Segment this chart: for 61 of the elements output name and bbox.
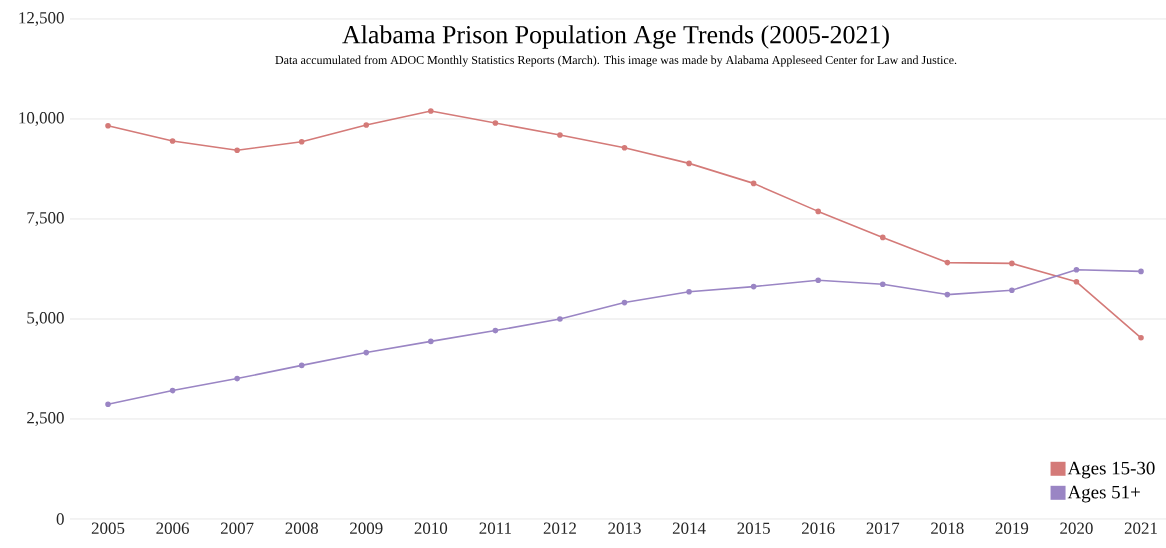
- x-tick-label: 2015: [737, 522, 770, 534]
- point: [1009, 287, 1015, 293]
- legend-label: Ages 51+: [1067, 485, 1140, 503]
- point: [750, 283, 757, 290]
- y-tick-label: 7,500: [27, 212, 64, 226]
- x-tick-label: 2007: [220, 522, 254, 534]
- point: [1009, 260, 1015, 267]
- chart-title: Alabama Prison Population Age Trends (2005-2021): [342, 25, 889, 49]
- x-tick-label: 2009: [350, 522, 383, 534]
- point: [879, 234, 886, 241]
- point: [105, 122, 111, 129]
- y-tick-label: 2,500: [27, 412, 64, 426]
- point: [815, 208, 821, 215]
- y-tick-label: 0: [56, 513, 64, 525]
- x-tick-label: 2013: [608, 522, 641, 534]
- point: [750, 180, 757, 187]
- x-tick-label: 2005: [91, 522, 125, 534]
- point: [234, 375, 240, 382]
- x-tick-label: 2017: [866, 522, 900, 534]
- x-tick-label: 2021: [1124, 522, 1157, 534]
- x-tick-label: 2016: [802, 522, 835, 534]
- x-tick-label: 2010: [414, 522, 448, 534]
- point: [363, 122, 370, 128]
- point: [169, 138, 176, 144]
- point: [105, 401, 111, 407]
- point: [492, 120, 499, 126]
- point: [1138, 334, 1144, 341]
- y-tick-label: 5,000: [27, 312, 64, 326]
- x-tick-label: 2014: [672, 522, 706, 534]
- point: [944, 259, 951, 266]
- x-tick-label: 2008: [285, 522, 318, 534]
- text: Data accumulated from ADOC Monthly Statistics Reports (March). This image was made by Alabama Appleseed Center for Law and Justice.: [275, 55, 957, 67]
- point: [298, 138, 305, 145]
- point: [428, 108, 434, 114]
- point: [557, 316, 563, 322]
- x-tick-label: 2019: [995, 522, 1029, 534]
- point: [169, 387, 176, 394]
- point: [1073, 278, 1080, 285]
- legend-label: Ages 15-30: [1067, 461, 1155, 479]
- point: [428, 338, 434, 345]
- x-tick-label: 2006: [156, 522, 190, 534]
- point: [815, 277, 821, 283]
- point: [686, 288, 692, 295]
- point: [1138, 268, 1144, 275]
- x-tick-label: 2012: [543, 522, 576, 534]
- point: [879, 281, 886, 287]
- y-tick-label: 10,000: [19, 112, 64, 126]
- point: [1073, 266, 1080, 273]
- point: [363, 349, 370, 356]
- x-tick-label: 2011: [479, 522, 511, 534]
- point: [492, 327, 499, 334]
- point: [557, 132, 563, 138]
- x-tick-label: 2018: [931, 522, 964, 534]
- point: [234, 147, 240, 153]
- point: [944, 291, 951, 298]
- point: [686, 160, 692, 167]
- x-tick-label: 2020: [1060, 522, 1093, 534]
- point: [298, 362, 305, 369]
- y-tick-label: 12,500: [19, 12, 64, 26]
- point: [621, 299, 628, 306]
- point: [621, 144, 628, 151]
